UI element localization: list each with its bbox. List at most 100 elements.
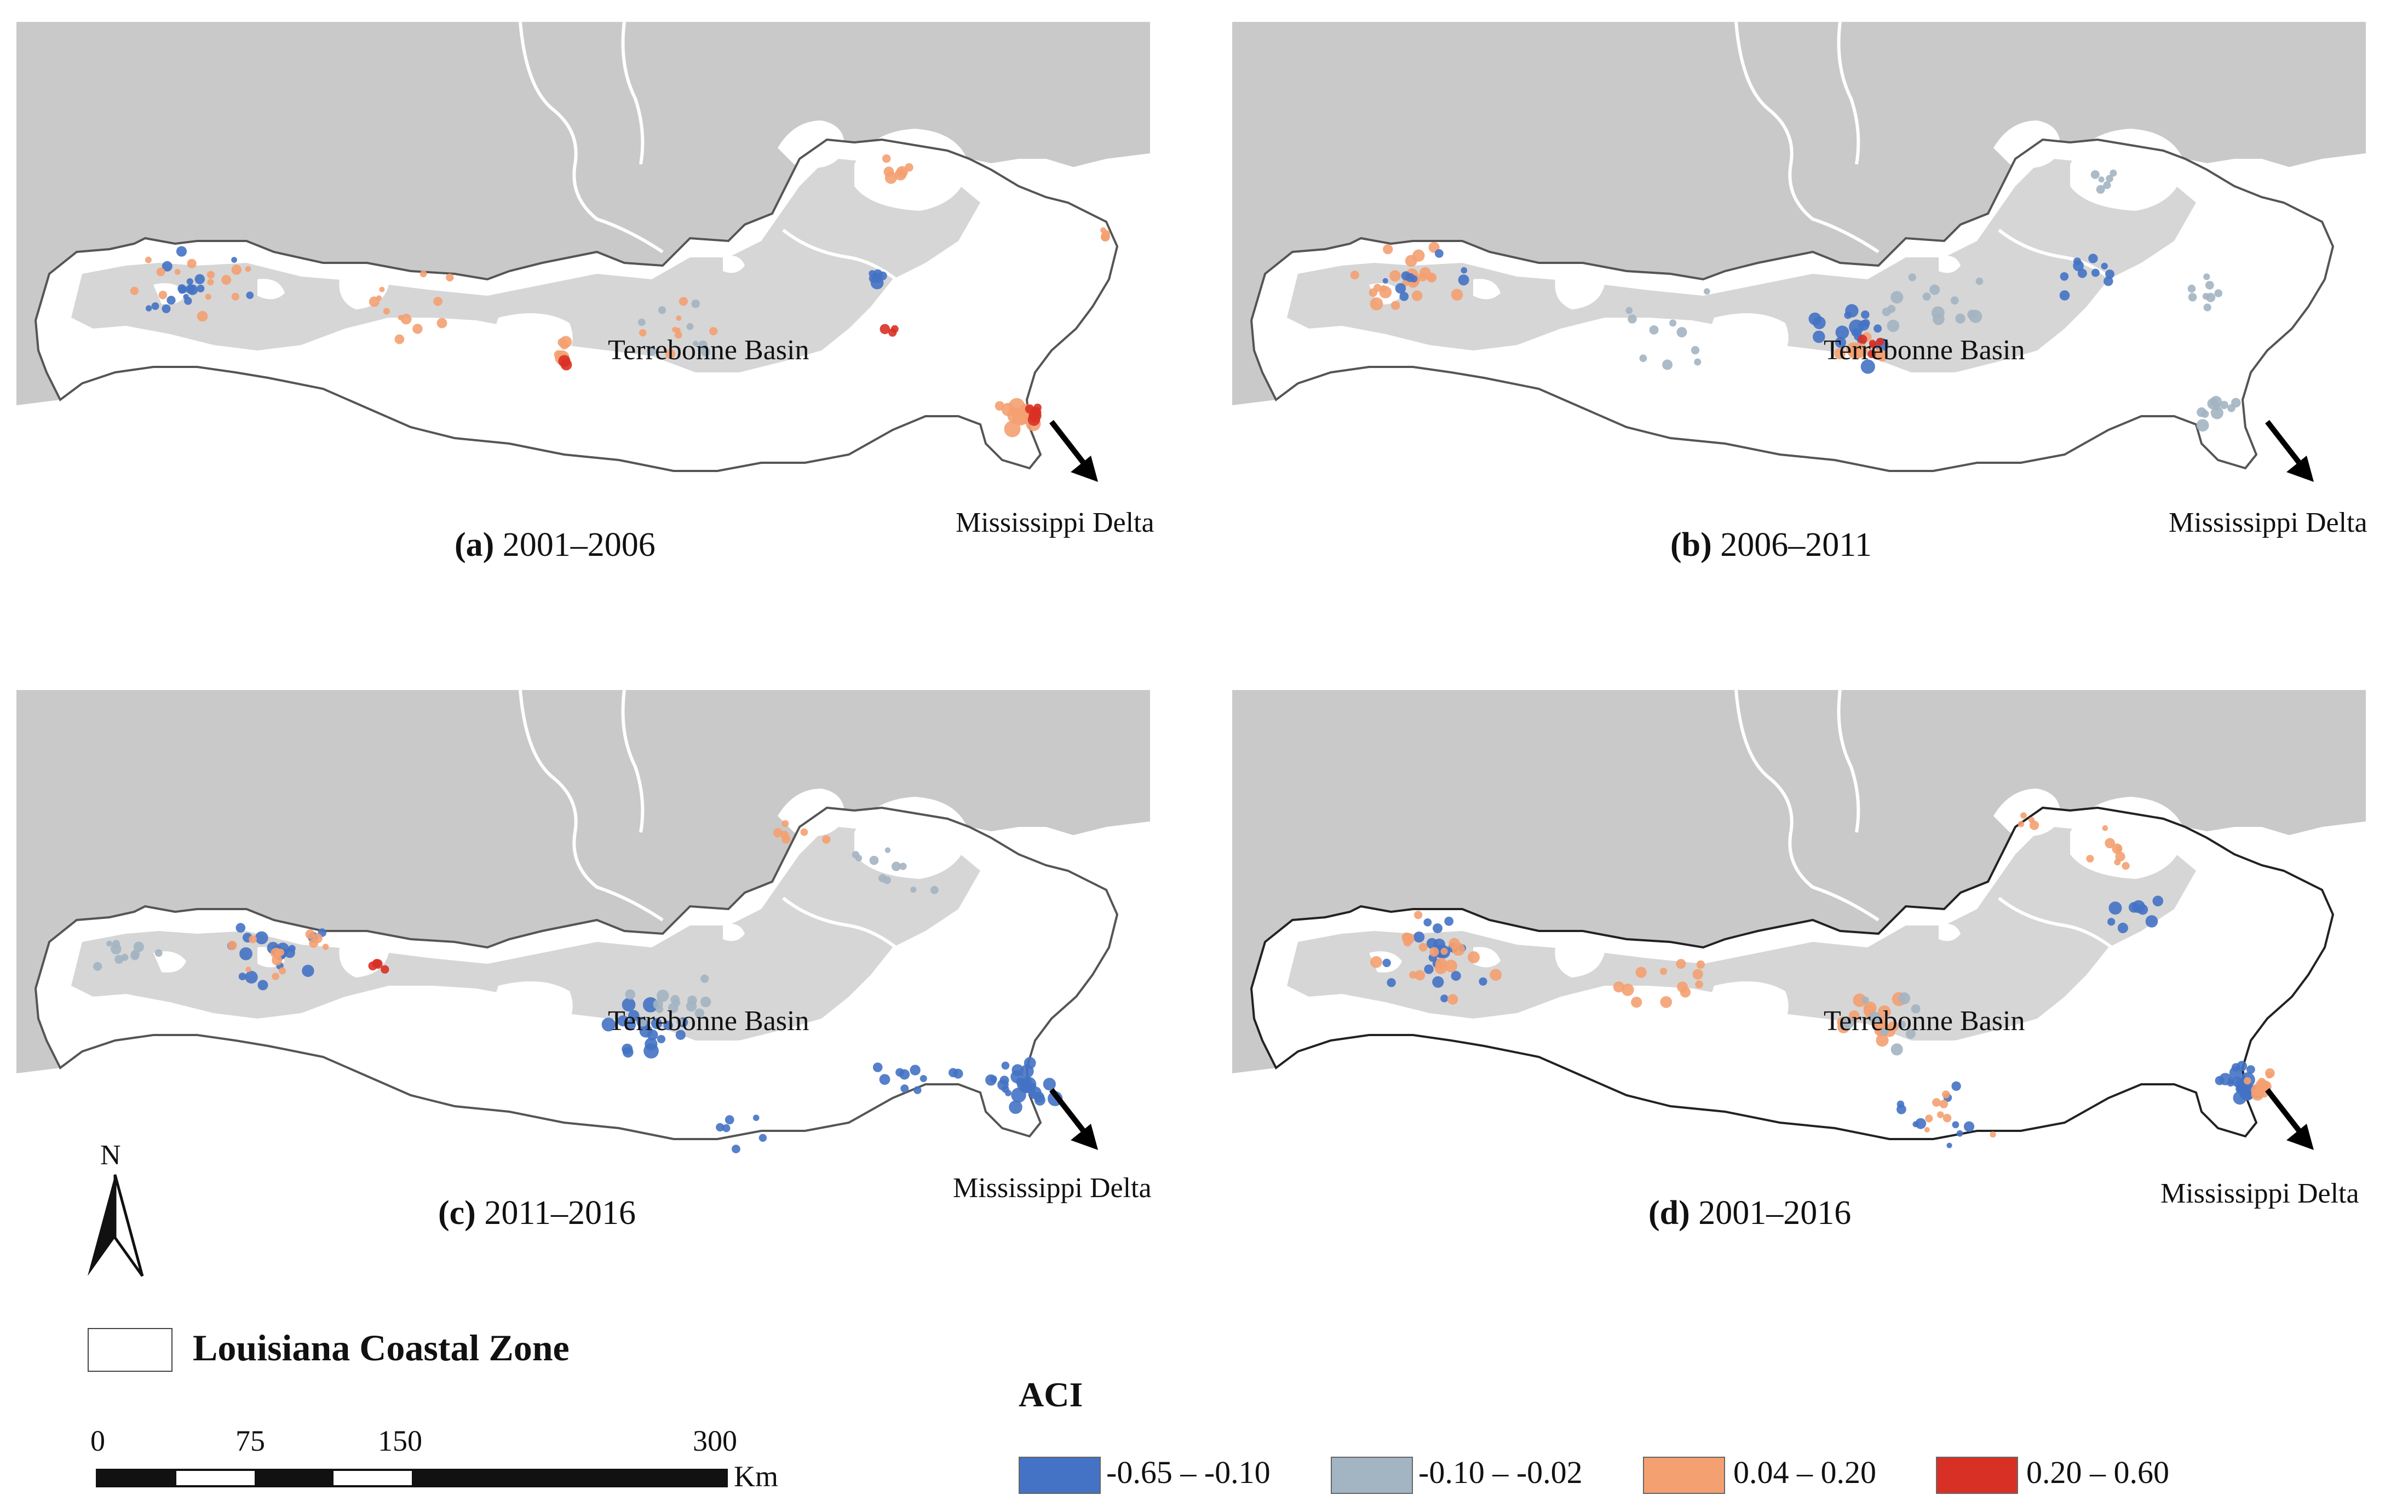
river [782, 228, 1031, 428]
legend-label-1: -0.10 – -0.02 [1418, 1454, 1583, 1490]
aci-bubble [1043, 1078, 1056, 1091]
aci-bubble [1887, 304, 1896, 313]
panel-caption-years-c: 2011–2016 [484, 1194, 636, 1232]
aci-bubble [1379, 286, 1392, 298]
aci-bubble [1835, 337, 1846, 348]
delta-label-d: Mississippi Delta [2160, 1178, 2359, 1209]
lake [487, 313, 573, 368]
aci-bubble [184, 297, 192, 305]
aci-bubble [732, 1145, 740, 1153]
aci-bubble [376, 295, 382, 301]
aci-bubble [882, 154, 891, 163]
aci-bubble [686, 1001, 697, 1012]
aci-bubble [1695, 980, 1703, 988]
aci-bubble [1925, 1114, 1933, 1123]
aci-bubble [1435, 249, 1444, 258]
aci-bubble [1020, 1064, 1034, 1078]
aci-bubble [869, 274, 878, 283]
aci-bubble [872, 1062, 883, 1072]
aci-bubble [601, 1017, 616, 1032]
aci-bubble [665, 349, 675, 359]
aci-bubble [1411, 290, 1423, 301]
aci-bubble [305, 929, 315, 939]
aci-bubble [322, 944, 329, 950]
river [519, 690, 664, 922]
aci-bubble [1911, 1004, 1921, 1014]
river [519, 22, 664, 254]
aci-bubble [1915, 1118, 1927, 1129]
aci-bubble [894, 168, 907, 181]
aci-bubble [2239, 1089, 2251, 1100]
aci-bubble [197, 284, 205, 292]
aci-bubble [1390, 301, 1400, 310]
aci-bubble [245, 967, 251, 973]
aci-bubble [433, 297, 442, 306]
aci-bubble [2090, 170, 2100, 179]
aci-bubble [1669, 319, 1677, 327]
aci-bubble [1943, 1113, 1952, 1123]
legend-label-3: 0.20 – 0.60 [2026, 1454, 2169, 1490]
aci-bubble [255, 931, 268, 945]
aci-bubble [2137, 904, 2148, 915]
panel-caption-years-b: 2006–2011 [1720, 526, 1872, 564]
aci-bubble [1449, 938, 1460, 950]
aci-bubble [1382, 278, 1388, 284]
basin-label-d: Terrebonne Basin [1824, 1005, 2025, 1037]
aci-bubble [2203, 273, 2210, 280]
zone-legend-label: Louisiana Coastal Zone [193, 1327, 570, 1369]
aci-bubble [910, 1065, 921, 1076]
map-panel-b [1232, 22, 2366, 504]
aci-bubble [2116, 846, 2122, 852]
aci-bubble [1382, 958, 1391, 967]
land-mass [16, 22, 1150, 405]
aci-bubble [880, 324, 890, 335]
aci-bubble [2210, 406, 2223, 419]
aci-bubble [1426, 938, 1438, 949]
aci-bubble [2214, 289, 2223, 297]
aci-bubble [221, 275, 232, 285]
aci-bubble [1922, 292, 1931, 301]
aci-bubble [2227, 1079, 2234, 1087]
aci-bubble [2251, 1084, 2264, 1097]
lake [339, 944, 389, 978]
aci-bubble [670, 995, 680, 1004]
aci-bubble [560, 359, 572, 371]
aci-bubble [238, 973, 246, 981]
aci-bubble [953, 1068, 963, 1079]
basin-label-b: Terrebonne Basin [1824, 335, 2025, 366]
river [1837, 22, 1860, 165]
aci-bubble [1937, 1111, 1944, 1118]
aci-bubble [910, 887, 917, 893]
aci-bubble [1433, 923, 1442, 934]
lake [723, 256, 745, 273]
aci-bubble [1025, 404, 1035, 414]
legend-swatch-2 [1643, 1457, 1725, 1494]
aci-bubble [1369, 288, 1378, 297]
aci-bubble [1613, 981, 1624, 993]
map-c [16, 690, 1150, 1172]
lake [1555, 944, 1605, 978]
aci-bubble [1835, 325, 1849, 340]
aci-bubble [187, 258, 197, 268]
aci-bubble [888, 328, 897, 337]
aci-bubble [1622, 984, 1634, 996]
aci-bubble [394, 334, 405, 344]
delta-arrow-icon [2286, 456, 2314, 482]
aci-bubble [2110, 169, 2117, 177]
aci-bubble [1876, 337, 1884, 346]
aci-bubble [1841, 1016, 1854, 1030]
aci-bubble [158, 290, 168, 300]
aci-bubble [1628, 314, 1637, 324]
aci-bubble [913, 1086, 922, 1094]
aci-bubble [151, 302, 159, 310]
aci-bubble [700, 974, 709, 983]
marsh-region [71, 159, 980, 372]
aci-bubble [1440, 947, 1448, 955]
aci-bubble [2231, 1063, 2240, 1072]
aci-bubble [112, 940, 120, 948]
aci-bubble [2020, 812, 2027, 819]
legend-label-2: 0.04 – 0.20 [1733, 1454, 1876, 1490]
aci-bubble [2266, 1072, 2273, 1079]
aci-bubble [1692, 969, 1703, 980]
aci-bubble [1929, 284, 1940, 295]
